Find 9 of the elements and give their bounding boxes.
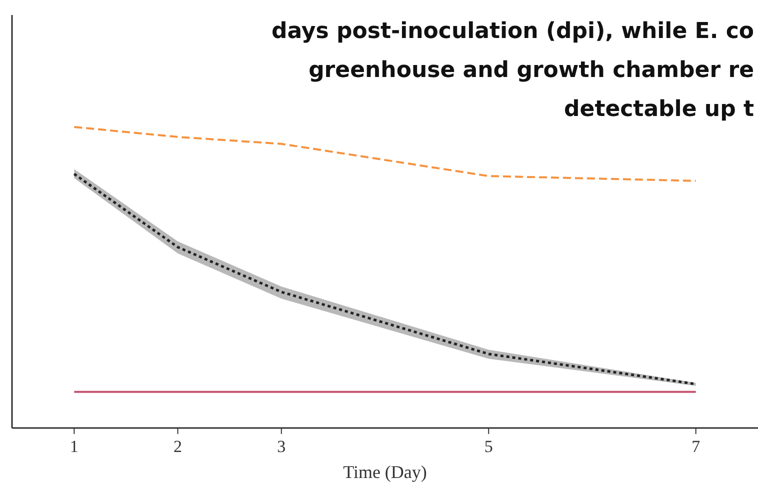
text: greenhouse and growth chamber re	[308, 58, 754, 83]
x-axis-title: Time (Day)	[343, 462, 427, 482]
x-tick-label: 5	[484, 437, 493, 456]
x-tick-label: 2	[174, 437, 182, 456]
text: days post-inoculation (dpi), while E. co	[271, 19, 754, 44]
x-tick-label: 3	[277, 437, 286, 456]
text: detectable up t	[564, 97, 754, 122]
x-tick-label: 7	[692, 437, 701, 456]
x-tick-label: 1	[70, 437, 78, 456]
